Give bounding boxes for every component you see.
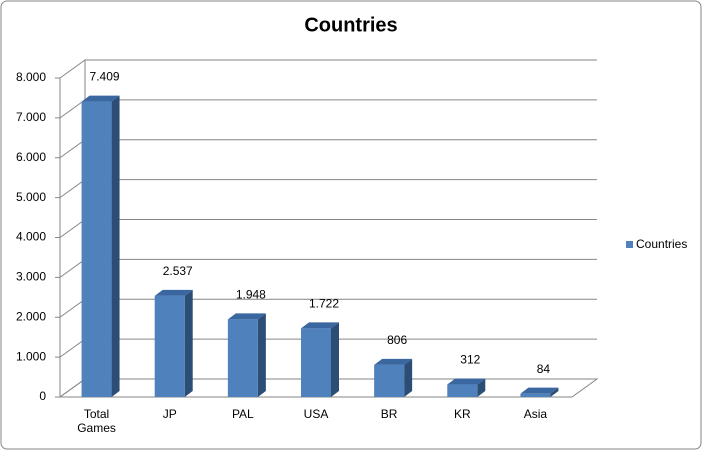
value-label: 806 (387, 333, 407, 347)
legend-swatch (626, 241, 633, 248)
value-label: 7.409 (90, 70, 120, 84)
bar-top (520, 387, 559, 394)
y-tick-label: 1.000 (16, 349, 46, 363)
chart-title: Countries (304, 14, 397, 36)
x-tick-label: USA (303, 407, 329, 421)
value-label: 2.537 (163, 264, 193, 278)
bar-side (477, 378, 486, 397)
value-label: 1.948 (236, 287, 266, 301)
bar (374, 364, 405, 397)
y-tick-label: 2.000 (16, 309, 46, 323)
bar (520, 393, 551, 397)
y-tick-label: 0 (39, 389, 46, 403)
y-tick-label: 5.000 (16, 190, 46, 204)
grid-line (59, 59, 597, 79)
bar (81, 101, 112, 397)
x-tick-label: BR (380, 407, 398, 421)
y-tick-label: 7.000 (16, 110, 46, 124)
value-label: 1.722 (309, 297, 339, 311)
bar-top (447, 378, 486, 385)
bar-side (331, 322, 339, 397)
x-tick-label: Asia (523, 407, 548, 421)
bar-side (111, 95, 120, 397)
bar (154, 295, 185, 397)
x-tick-label: JP (162, 407, 177, 421)
legend-label: Countries (636, 237, 687, 251)
y-tick-label: 4.000 (16, 230, 46, 244)
bar-side (550, 387, 559, 397)
bar-side (257, 313, 266, 397)
bar (447, 384, 478, 397)
x-tick-label: KR (453, 407, 471, 421)
y-tick-label: 8.000 (16, 70, 46, 84)
value-label: 312 (460, 353, 480, 367)
y-tick-label: 3.000 (16, 270, 46, 284)
bar-top (81, 95, 120, 102)
bar-top (154, 289, 193, 296)
bar (227, 319, 258, 397)
bar (301, 328, 331, 397)
bar-top (227, 313, 266, 320)
bar-top (301, 322, 339, 329)
bar-side (404, 358, 413, 397)
bar-top (374, 358, 413, 365)
value-label: 84 (537, 362, 551, 376)
bar-side (184, 289, 193, 397)
x-tick-label: Total Games (77, 407, 116, 435)
x-tick-label: PAL (231, 407, 254, 421)
y-tick-label: 6.000 (16, 150, 46, 164)
